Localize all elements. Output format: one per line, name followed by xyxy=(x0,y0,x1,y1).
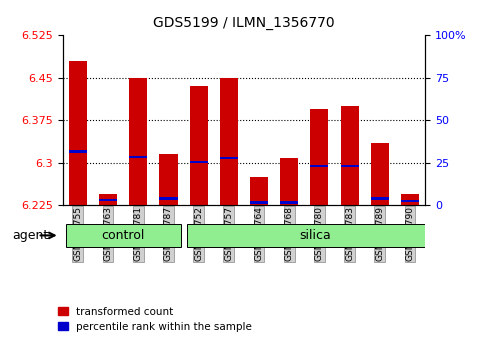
Bar xyxy=(99,199,117,201)
Text: GSM665764: GSM665764 xyxy=(255,206,264,261)
Bar xyxy=(250,201,268,204)
Text: GSM665787: GSM665787 xyxy=(164,206,173,262)
Text: GSM665752: GSM665752 xyxy=(194,206,203,261)
Text: GSM665789: GSM665789 xyxy=(375,206,384,262)
Bar xyxy=(129,156,147,158)
Bar xyxy=(220,156,238,159)
FancyBboxPatch shape xyxy=(66,224,181,246)
Bar xyxy=(311,109,328,205)
Bar xyxy=(401,200,419,202)
Title: GDS5199 / ILMN_1356770: GDS5199 / ILMN_1356770 xyxy=(153,16,335,30)
Bar xyxy=(189,161,208,163)
Bar xyxy=(341,165,358,167)
Bar xyxy=(341,106,358,205)
Text: GSM665790: GSM665790 xyxy=(405,206,414,262)
Bar xyxy=(189,86,208,205)
Legend: transformed count, percentile rank within the sample: transformed count, percentile rank withi… xyxy=(54,303,256,336)
Bar xyxy=(401,194,419,205)
Bar xyxy=(280,158,298,205)
Text: agent: agent xyxy=(13,229,49,242)
Bar xyxy=(159,154,178,205)
Bar xyxy=(371,198,389,200)
Bar xyxy=(129,78,147,205)
Bar xyxy=(220,78,238,205)
Text: GSM665780: GSM665780 xyxy=(315,206,324,262)
Text: GSM665755: GSM665755 xyxy=(73,206,83,262)
Bar xyxy=(99,194,117,205)
Text: control: control xyxy=(101,229,145,242)
Bar xyxy=(250,177,268,205)
Text: GSM665768: GSM665768 xyxy=(284,206,294,262)
Text: GSM665783: GSM665783 xyxy=(345,206,354,262)
FancyBboxPatch shape xyxy=(186,224,425,246)
Bar xyxy=(371,143,389,205)
Text: GSM665757: GSM665757 xyxy=(224,206,233,262)
Bar xyxy=(311,165,328,167)
Bar xyxy=(69,61,87,205)
Bar xyxy=(280,201,298,204)
Text: GSM665763: GSM665763 xyxy=(103,206,113,262)
Bar xyxy=(69,150,87,153)
Bar xyxy=(159,198,178,200)
Text: silica: silica xyxy=(299,229,331,242)
Text: GSM665781: GSM665781 xyxy=(134,206,143,262)
